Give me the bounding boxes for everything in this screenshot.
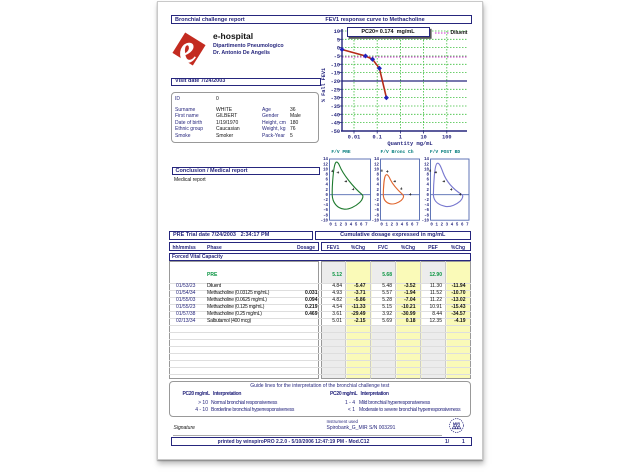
- svg-text:0.01: 0.01: [348, 135, 360, 141]
- svg-text:-6: -6: [323, 209, 328, 213]
- svg-text:14: 14: [424, 158, 429, 162]
- svg-text:-8: -8: [374, 214, 379, 218]
- svg-text:10: 10: [334, 29, 340, 35]
- svg-text:-5: -5: [334, 54, 340, 60]
- svg-text:0: 0: [380, 224, 383, 228]
- svg-text:3: 3: [345, 224, 348, 228]
- svg-text:3: 3: [446, 224, 449, 228]
- svg-text:10: 10: [420, 135, 426, 141]
- svg-text:4: 4: [377, 184, 380, 188]
- svg-text:-25: -25: [331, 87, 340, 93]
- svg-text:0: 0: [377, 194, 380, 198]
- svg-text:2: 2: [427, 189, 430, 193]
- svg-text:-8: -8: [323, 214, 328, 218]
- svg-text:-4: -4: [374, 204, 379, 208]
- svg-text:7: 7: [416, 224, 419, 228]
- svg-text:8: 8: [427, 174, 430, 178]
- svg-text:5: 5: [355, 224, 358, 228]
- svg-text:-35: -35: [331, 104, 340, 110]
- svg-text:100: 100: [442, 135, 451, 141]
- svg-text:-20: -20: [331, 79, 340, 85]
- svg-text:5: 5: [406, 224, 409, 228]
- svg-text:8: 8: [326, 174, 329, 178]
- svg-text:-8: -8: [424, 214, 429, 218]
- svg-text:6: 6: [427, 179, 430, 183]
- svg-text:0.1: 0.1: [373, 135, 382, 141]
- svg-text:-30: -30: [331, 96, 340, 102]
- svg-text:14: 14: [374, 158, 379, 162]
- svg-text:4: 4: [451, 224, 454, 228]
- svg-text:6: 6: [461, 224, 464, 228]
- svg-text:2: 2: [441, 224, 444, 228]
- svg-text:-15: -15: [331, 71, 340, 77]
- svg-text:1: 1: [385, 224, 388, 228]
- svg-text:-4: -4: [323, 204, 328, 208]
- svg-text:-10: -10: [321, 219, 329, 223]
- svg-text:7: 7: [466, 224, 469, 228]
- svg-text:4: 4: [350, 224, 353, 228]
- svg-text:14: 14: [323, 158, 328, 162]
- svg-text:MIR: MIR: [452, 421, 459, 426]
- svg-text:12: 12: [374, 163, 379, 167]
- svg-text:-6: -6: [374, 209, 379, 213]
- svg-text:-10: -10: [422, 219, 430, 223]
- svg-text:Quantity mg/mL: Quantity mg/mL: [387, 141, 432, 147]
- svg-text:1: 1: [399, 135, 402, 141]
- svg-text:0: 0: [430, 224, 433, 228]
- svg-text:2: 2: [391, 224, 394, 228]
- svg-text:0: 0: [329, 224, 332, 228]
- svg-text:10: 10: [374, 168, 379, 172]
- svg-text:-40: -40: [331, 112, 340, 118]
- svg-text:2: 2: [340, 224, 343, 228]
- svg-text:4: 4: [326, 184, 329, 188]
- svg-text:0: 0: [337, 46, 340, 52]
- svg-text:6: 6: [411, 224, 414, 228]
- svg-text:2: 2: [326, 189, 329, 193]
- svg-text:12: 12: [323, 163, 328, 167]
- svg-text:3: 3: [396, 224, 399, 228]
- svg-text:-4: -4: [424, 204, 429, 208]
- svg-text:-10: -10: [372, 219, 380, 223]
- svg-text:-2: -2: [424, 199, 429, 203]
- svg-text:10: 10: [323, 168, 328, 172]
- svg-text:1: 1: [435, 224, 438, 228]
- svg-text:-50: -50: [331, 129, 340, 135]
- svg-text:% Fall FEV1: % Fall FEV1: [321, 68, 327, 102]
- svg-text:8: 8: [377, 174, 380, 178]
- svg-text:6: 6: [377, 179, 380, 183]
- svg-text:6: 6: [326, 179, 329, 183]
- svg-text:6: 6: [360, 224, 363, 228]
- svg-text:7: 7: [365, 224, 368, 228]
- svg-text:5: 5: [456, 224, 459, 228]
- svg-text:12: 12: [424, 163, 429, 167]
- svg-text:-10: -10: [331, 62, 340, 68]
- svg-text:4: 4: [427, 184, 430, 188]
- svg-text:5: 5: [337, 37, 340, 43]
- svg-text:2: 2: [377, 189, 380, 193]
- svg-text:4: 4: [401, 224, 404, 228]
- svg-text:-45: -45: [331, 121, 340, 127]
- svg-text:-6: -6: [424, 209, 429, 213]
- svg-text:-2: -2: [323, 199, 328, 203]
- svg-text:10: 10: [424, 168, 429, 172]
- svg-text:-2: -2: [374, 199, 379, 203]
- svg-text:0: 0: [326, 194, 329, 198]
- svg-text:0: 0: [427, 194, 430, 198]
- svg-text:1: 1: [334, 224, 337, 228]
